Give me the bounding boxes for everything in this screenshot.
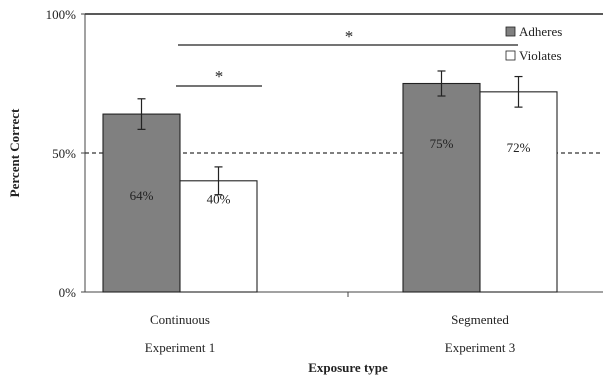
x-category-sublabel: Experiment 1 bbox=[145, 340, 215, 355]
error-bars bbox=[137, 70, 523, 196]
x-category-labels: Continuous Experiment 1 Segmented Experimen… bbox=[145, 312, 515, 355]
y-axis-label: Percent Correct bbox=[7, 108, 22, 197]
bar-value-label: 72% bbox=[507, 140, 531, 155]
x-category-label: Continuous bbox=[150, 312, 210, 327]
bar-value-label: 40% bbox=[207, 191, 231, 206]
legend-swatch-adheres bbox=[505, 26, 516, 37]
significance-brackets: * * bbox=[176, 27, 518, 87]
y-tick-label: 0% bbox=[59, 285, 77, 300]
bar-adheres-1 bbox=[402, 82, 481, 293]
bar-value-label: 75% bbox=[430, 136, 454, 151]
legend-label-adheres: Adheres bbox=[519, 24, 562, 39]
legend: Adheres Violates bbox=[505, 24, 562, 63]
bars bbox=[102, 82, 558, 293]
bar-value-labels: 64% 40% 75% 72% bbox=[130, 136, 531, 207]
y-tick-label: 100% bbox=[46, 7, 77, 22]
y-ticks: 0% 50% 100% bbox=[46, 7, 85, 300]
significance-star-inner: * bbox=[215, 67, 224, 86]
x-category-sublabel: Experiment 3 bbox=[445, 340, 515, 355]
bar-value-label: 64% bbox=[130, 188, 154, 203]
x-category-label: Segmented bbox=[451, 312, 509, 327]
y-tick-label: 50% bbox=[52, 146, 76, 161]
x-axis-label: Exposure type bbox=[308, 360, 388, 375]
bar-violates-1 bbox=[479, 91, 558, 293]
significance-star-outer: * bbox=[345, 27, 354, 46]
legend-swatch-violates bbox=[505, 50, 516, 61]
bar-violates-0 bbox=[179, 180, 258, 293]
legend-label-violates: Violates bbox=[519, 48, 562, 63]
